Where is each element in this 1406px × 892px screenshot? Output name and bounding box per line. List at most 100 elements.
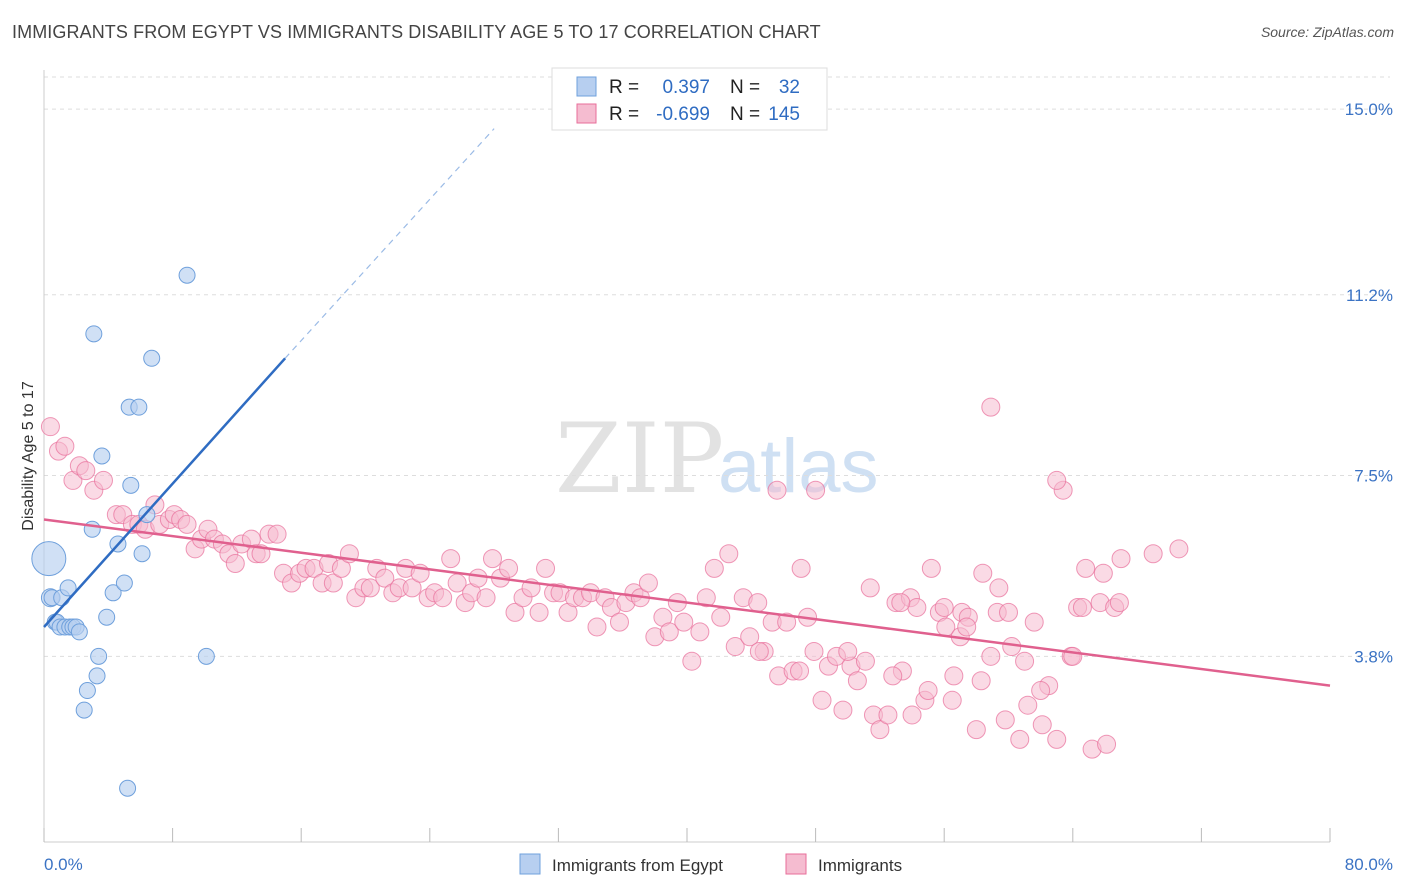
data-point-immigrants (748, 593, 768, 613)
data-point-immigrants (1018, 695, 1038, 715)
data-point-immigrants (674, 612, 694, 632)
data-point-immigrants (934, 597, 954, 617)
data-point-immigrants (1111, 549, 1131, 569)
data-point-egypt (133, 545, 151, 563)
data-point-immigrants (1093, 563, 1113, 583)
data-point-immigrants (482, 549, 502, 569)
watermark-zip: ZIP (555, 403, 724, 515)
data-point-immigrants (719, 544, 739, 564)
data-point-immigrants (468, 568, 488, 588)
data-point-immigrants (375, 568, 395, 588)
legend-r-label: R = (609, 104, 639, 125)
data-point-immigrants (740, 627, 760, 647)
data-point-immigrants (433, 588, 453, 608)
data-point-immigrants (1109, 593, 1129, 613)
data-point-immigrants (696, 588, 716, 608)
bottom-legend-label-egypt: Immigrants from Egypt (552, 856, 723, 875)
y-axis-title: Disability Age 5 to 17 (20, 381, 37, 531)
data-point-immigrants (499, 558, 519, 578)
legend-n-label: N = (730, 77, 760, 98)
data-point-immigrants (1047, 729, 1067, 749)
data-point-immigrants (725, 637, 745, 657)
data-point-immigrants (870, 720, 890, 740)
data-point-immigrants (331, 558, 351, 578)
data-point-immigrants (999, 602, 1018, 622)
data-point-immigrants (76, 461, 96, 481)
data-point-immigrants (1024, 612, 1044, 632)
legend-n-value: 32 (779, 77, 800, 98)
data-point-immigrants (767, 480, 787, 500)
x-tick-label: 0.0% (44, 855, 83, 874)
data-point-immigrants (1047, 470, 1067, 490)
data-point-immigrants (93, 470, 113, 490)
data-point-immigrants (704, 558, 724, 578)
data-point-egypt (143, 349, 161, 367)
trend-line-immigrants (43, 518, 1331, 687)
data-point-egypt (70, 623, 88, 641)
data-point-immigrants (1031, 681, 1051, 701)
data-point-immigrants (995, 710, 1015, 730)
legend-n-label: N = (730, 104, 760, 125)
data-point-immigrants (855, 651, 875, 671)
watermark-atlas: atlas (718, 424, 879, 509)
legend-r-value: -0.699 (656, 104, 710, 125)
data-point-egypt (178, 266, 196, 284)
data-point-immigrants (441, 549, 461, 569)
data-point-immigrants (177, 514, 197, 534)
data-point-immigrants (476, 588, 496, 608)
data-point-immigrants (682, 651, 702, 671)
data-point-immigrants (973, 563, 993, 583)
data-point-egypt (93, 447, 111, 465)
bottom-legend-label-immigrants: Immigrants (818, 856, 902, 875)
data-point-immigrants (505, 602, 525, 622)
data-point-egypt (85, 325, 103, 343)
data-point-immigrants (942, 690, 962, 710)
data-point-egypt (31, 541, 67, 577)
data-point-immigrants (267, 524, 287, 544)
data-point-immigrants (989, 578, 1009, 598)
bottom-legend-swatch-immigrants (785, 853, 807, 875)
data-point-egypt (115, 574, 133, 592)
data-point-immigrants (1072, 597, 1092, 617)
data-point-immigrants (921, 558, 941, 578)
trend-line-egypt-extension (284, 128, 495, 359)
chart-title: IMMIGRANTS FROM EGYPT VS IMMIGRANTS DISA… (12, 22, 821, 42)
data-point-immigrants (323, 573, 343, 593)
legend-r-value: 0.397 (662, 77, 710, 98)
x-tick-label: 80.0% (1345, 855, 1393, 874)
data-point-immigrants (833, 700, 853, 720)
data-point-immigrants (711, 607, 731, 627)
data-point-immigrants (638, 573, 658, 593)
data-point-egypt (104, 584, 122, 602)
data-point-egypt (59, 579, 77, 597)
source-label: Source: ZipAtlas.com (1260, 24, 1394, 40)
data-point-immigrants (1032, 715, 1052, 735)
data-point-immigrants (1097, 734, 1117, 754)
data-point-immigrants (225, 553, 245, 573)
data-point-immigrants (402, 578, 422, 598)
data-point-immigrants (55, 436, 75, 456)
data-point-immigrants (791, 558, 811, 578)
data-point-immigrants (971, 671, 991, 691)
y-tick-label: 15.0% (1345, 100, 1393, 119)
legend-r-label: R = (609, 77, 639, 98)
data-point-immigrants (790, 661, 810, 681)
data-point-immigrants (1010, 729, 1030, 749)
data-point-immigrants (1063, 646, 1083, 666)
data-point-immigrants (847, 671, 867, 691)
legend-box (551, 67, 828, 131)
bottom-legend-swatch-egypt (519, 853, 541, 875)
y-tick-label: 3.8% (1354, 647, 1393, 666)
data-point-egypt (197, 647, 215, 665)
data-point-immigrants (536, 558, 556, 578)
data-point-egypt (78, 682, 96, 700)
data-point-immigrants (40, 417, 60, 437)
data-point-immigrants (860, 578, 880, 598)
data-point-immigrants (957, 617, 977, 637)
y-tick-label: 7.5% (1354, 467, 1393, 486)
data-point-immigrants (659, 622, 679, 642)
data-point-immigrants (891, 593, 911, 613)
data-point-egypt (122, 476, 140, 494)
data-point-immigrants (529, 602, 549, 622)
